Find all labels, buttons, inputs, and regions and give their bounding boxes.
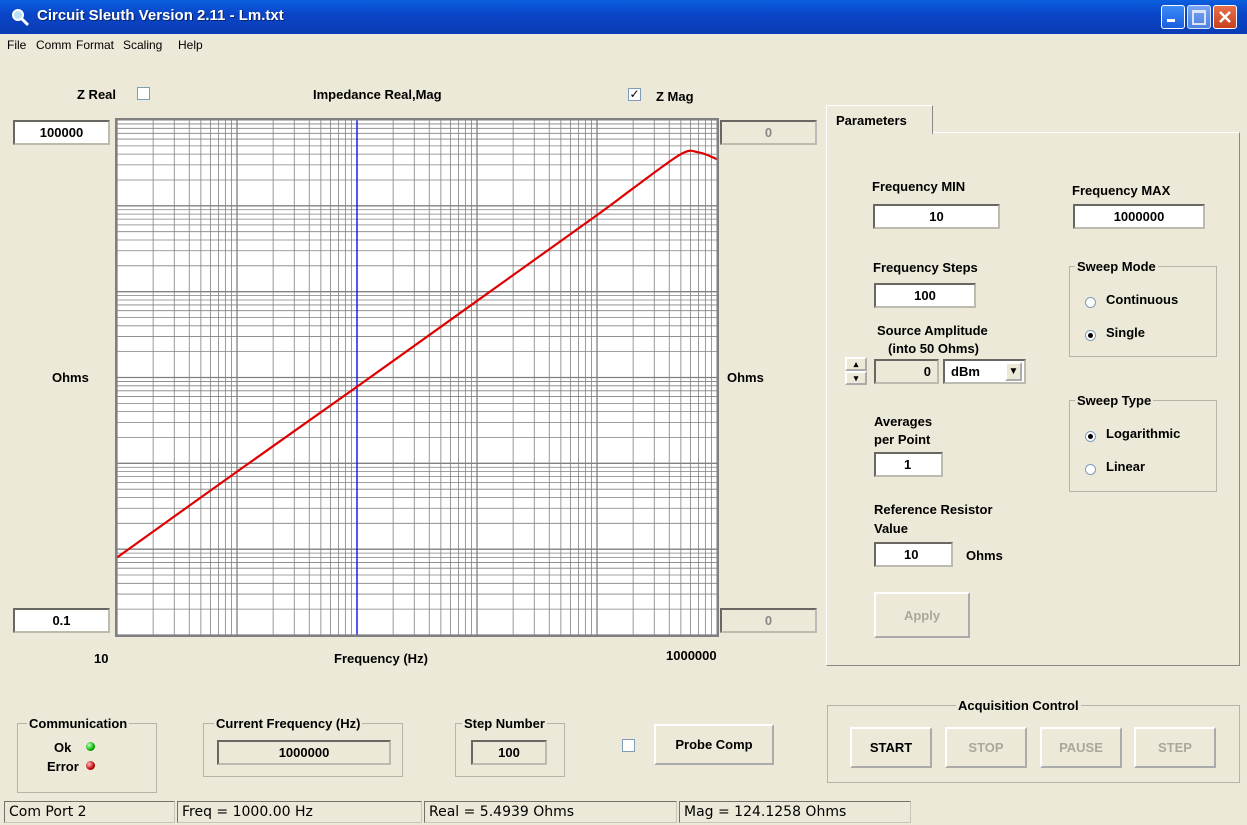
y-max-right-field[interactable]: 0 — [720, 120, 817, 145]
arrow-up-icon: ▴ — [853, 358, 859, 369]
x-min-label: 10 — [94, 651, 109, 666]
chevron-down-icon[interactable]: ▼ — [1005, 362, 1022, 381]
comm-ok-led — [86, 742, 95, 751]
stop-button[interactable]: STOP — [945, 727, 1027, 768]
parameters-panel — [826, 132, 1240, 666]
impedance-plot[interactable] — [115, 118, 719, 637]
maximize-button[interactable] — [1187, 5, 1211, 29]
current-frequency-field: 1000000 — [217, 740, 391, 765]
radio-logarithmic-label: Logarithmic — [1106, 426, 1181, 441]
amp-unit-select[interactable]: dBm ▼ — [943, 359, 1026, 384]
averages-label-2: per Point — [874, 432, 931, 447]
source-amp-sublabel: (into 50 Ohms) — [888, 341, 980, 356]
radio-single[interactable] — [1085, 326, 1096, 345]
amp-up-button[interactable]: ▴ — [845, 357, 867, 371]
plot-grid — [115, 118, 719, 637]
y-max-left-field[interactable]: 100000 — [13, 120, 110, 145]
z-mag-label: Z Mag — [656, 89, 694, 104]
comm-ok-label: Ok — [54, 740, 72, 755]
tab-parameters[interactable]: Parameters — [826, 105, 933, 134]
radio-single-indicator — [1085, 330, 1096, 341]
x-axis-label: Frequency (Hz) — [334, 651, 428, 666]
status-freq: Freq = 1000.00 Hz — [177, 801, 422, 823]
menu-file[interactable]: File — [7, 38, 27, 52]
radio-logarithmic-indicator — [1085, 431, 1096, 442]
source-amp-label: Source Amplitude — [877, 323, 988, 338]
communication-group — [17, 723, 157, 793]
step-number-field: 100 — [471, 740, 547, 765]
step-number-label: Step Number — [462, 716, 547, 731]
freq-steps-field[interactable]: 100 — [874, 283, 976, 308]
radio-linear-label: Linear — [1106, 459, 1146, 474]
minimize-button[interactable] — [1161, 5, 1185, 29]
radio-continuous[interactable] — [1085, 293, 1096, 312]
close-icon — [1219, 11, 1231, 23]
right-axis-label: Ohms — [727, 370, 764, 385]
plot-border — [115, 118, 719, 637]
freq-max-field[interactable]: 1000000 — [1073, 204, 1205, 229]
z-real-label: Z Real — [77, 87, 117, 102]
probe-comp-checkbox[interactable] — [622, 739, 635, 752]
graph-title: Impedance Real,Mag — [313, 87, 442, 102]
radio-continuous-label: Continuous — [1106, 292, 1179, 307]
left-axis-label: Ohms — [52, 370, 89, 385]
comm-error-led — [86, 761, 95, 770]
apply-button[interactable]: Apply — [874, 592, 970, 638]
averages-field[interactable]: 1 — [874, 452, 943, 477]
current-frequency-label: Current Frequency (Hz) — [214, 716, 363, 731]
freq-max-label: Frequency MAX — [1072, 183, 1171, 198]
acquisition-label: Acquisition Control — [956, 698, 1081, 713]
series-line-z-mag — [116, 149, 718, 559]
menu-help[interactable]: Help — [178, 38, 203, 52]
z-mag-checkbox[interactable]: ✓ — [628, 87, 641, 101]
minimize-icon — [1167, 19, 1175, 22]
tab-parameters-label: Parameters — [836, 112, 907, 128]
communication-label: Communication — [27, 716, 130, 731]
freq-steps-label: Frequency Steps — [873, 260, 978, 275]
ref-res-field[interactable]: 10 — [874, 542, 953, 567]
source-amp-field[interactable]: 0 — [874, 359, 939, 384]
sweep-type-label: Sweep Type — [1075, 393, 1154, 408]
freq-min-field[interactable]: 10 — [873, 204, 1000, 229]
menu-format[interactable]: Format — [76, 38, 115, 52]
title-bar[interactable] — [0, 0, 1247, 34]
sweep-mode-label: Sweep Mode — [1075, 259, 1158, 274]
averages-label: Averages — [874, 414, 933, 429]
radio-continuous-indicator — [1085, 297, 1096, 308]
freq-min-label: Frequency MIN — [872, 179, 966, 194]
pause-button[interactable]: PAUSE — [1040, 727, 1122, 768]
radio-single-label: Single — [1106, 325, 1146, 340]
arrow-down-icon: ▾ — [853, 372, 859, 383]
ref-res-label: Reference Resistor — [874, 502, 993, 517]
z-real-checkbox[interactable] — [137, 87, 150, 100]
app-icon — [12, 9, 30, 27]
amp-unit-value: dBm — [951, 364, 980, 379]
y-min-left-field[interactable]: 0.1 — [13, 608, 110, 633]
ref-res-unit: Ohms — [966, 548, 1003, 563]
step-button[interactable]: STEP — [1134, 727, 1216, 768]
menu-scaling[interactable]: Scaling — [123, 38, 163, 52]
status-port: Com Port 2 — [4, 801, 175, 823]
radio-linear-indicator — [1085, 464, 1096, 475]
close-button[interactable] — [1213, 5, 1237, 29]
comm-error-label: Error — [47, 759, 79, 774]
ref-res-label-2: Value — [874, 521, 908, 536]
status-real: Real = 5.4939 Ohms — [424, 801, 677, 823]
amp-down-button[interactable]: ▾ — [845, 371, 867, 385]
status-mag: Mag = 124.1258 Ohms — [679, 801, 911, 823]
probe-comp-button[interactable]: Probe Comp — [654, 724, 774, 765]
radio-linear[interactable] — [1085, 460, 1096, 479]
x-max-label: 1000000 — [666, 648, 717, 663]
menu-comm[interactable]: Comm — [36, 38, 72, 52]
window-title: Circuit Sleuth Version 2.11 - Lm.txt — [37, 7, 284, 24]
y-min-right-field[interactable]: 0 — [720, 608, 817, 633]
series-group — [116, 149, 718, 559]
radio-logarithmic[interactable] — [1085, 427, 1096, 446]
maximize-icon — [1192, 10, 1206, 25]
start-button[interactable]: START — [850, 727, 932, 768]
